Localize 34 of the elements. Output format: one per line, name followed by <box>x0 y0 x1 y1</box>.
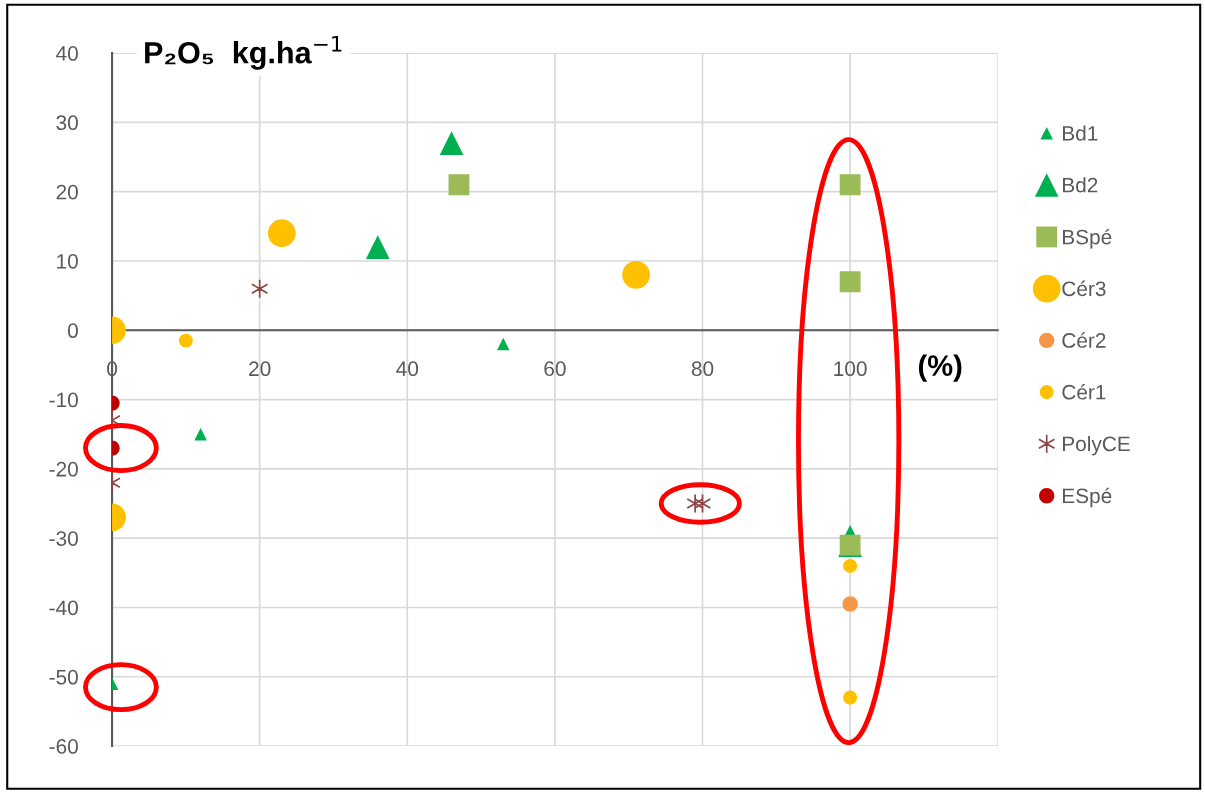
y-tick-label: -50 <box>49 669 78 685</box>
legend-label: ESpé <box>1063 487 1112 508</box>
y-tick-label: -60 <box>49 739 78 754</box>
legend-label: Cér2 <box>1062 332 1106 348</box>
legend-label: Cér1 <box>1062 384 1106 400</box>
point <box>496 337 510 351</box>
y-tick-label: 10 <box>57 253 78 269</box>
x-tick-label: 100 <box>834 361 867 377</box>
point <box>448 174 470 196</box>
y-tick-label: 20 <box>56 184 78 200</box>
x-tick-label: 80 <box>691 361 714 377</box>
point <box>839 174 861 196</box>
legend-label: Cér3 <box>1062 280 1106 297</box>
legend-label: PolyCE <box>1063 435 1130 456</box>
point <box>839 271 861 293</box>
y-tick-label: -10 <box>49 392 78 408</box>
x-tick-label: 40 <box>396 361 419 377</box>
point <box>842 596 858 612</box>
legend-label: Bd2 <box>1063 177 1098 193</box>
y-tick-label: 30 <box>56 115 78 131</box>
x-tick-label: 60 <box>544 361 566 377</box>
y-tick-label: 0 <box>67 323 78 339</box>
x-axis-title: (%) <box>918 354 962 382</box>
y-tick-label: 40 <box>56 46 78 61</box>
x-tick-label: 20 <box>249 361 271 377</box>
legend-label: BSpé <box>1063 228 1112 249</box>
y-tick-label: -30 <box>49 531 78 546</box>
point <box>843 558 858 573</box>
point <box>843 690 858 705</box>
y-tick-label: -40 <box>49 600 78 616</box>
y-tick-label: -20 <box>49 461 78 477</box>
y-axis-title: P₂O₅ kg.ha$^{−1}$ <box>145 35 342 70</box>
legend-label: Bd1 <box>1063 125 1098 141</box>
point <box>439 131 464 155</box>
